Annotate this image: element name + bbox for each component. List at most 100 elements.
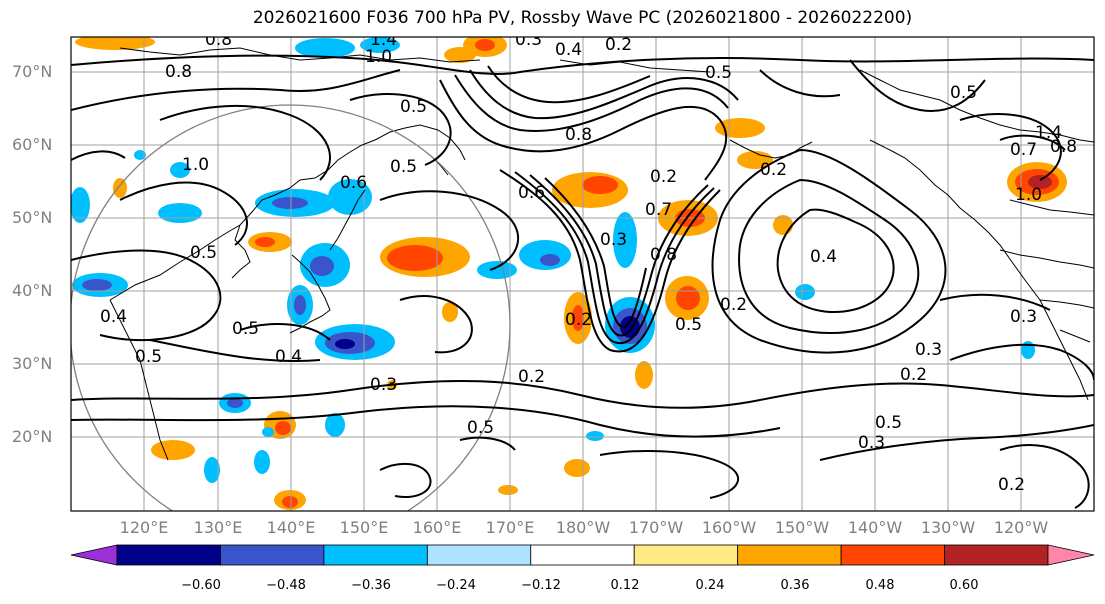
- lon-label-140w: 140°W: [847, 518, 903, 537]
- contour-label: 0.5: [390, 157, 417, 177]
- contour-label: 0.5: [950, 83, 977, 103]
- contour-label: 0.5: [675, 315, 702, 335]
- contour-label: 1.4: [370, 30, 397, 50]
- colorbar-segment: [840, 544, 945, 566]
- anomaly-pos: [113, 178, 127, 198]
- lon-label-170w: 170°W: [628, 518, 684, 537]
- contour-label: 0.5: [705, 63, 732, 83]
- contour-label: 0.2: [565, 310, 592, 330]
- map-frame: [70, 36, 1095, 512]
- contour-label: 1.4: [1035, 123, 1062, 143]
- contour-label: 0.4: [810, 247, 837, 267]
- colorbar-segment: [323, 544, 428, 566]
- anomaly-pos: [498, 485, 518, 495]
- contour-label: 0.2: [518, 367, 545, 387]
- colorbar-tick-label: −0.12: [521, 578, 561, 593]
- lon-label-130w: 130°W: [920, 518, 976, 537]
- contour-label: 0.5: [232, 319, 259, 339]
- lon-label-130e: 130°E: [193, 518, 243, 537]
- map-title: 2026021600 F036 700 hPa PV, Rossby Wave …: [252, 8, 913, 28]
- colorbar-segment: [220, 544, 325, 566]
- lat-label-70n: 70°N: [12, 62, 53, 81]
- contour-label: 0.8: [205, 30, 232, 50]
- contour-label: 0.2: [760, 160, 787, 180]
- colorbar-arrow-low: [70, 544, 118, 566]
- anomaly-neg: [1021, 341, 1035, 359]
- contour-label: 0.8: [650, 245, 677, 265]
- lat-label-30n: 30°N: [12, 354, 53, 373]
- anomaly-neg: [328, 179, 372, 215]
- lat-label-20n: 20°N: [12, 427, 53, 446]
- lon-label-160e: 160°E: [412, 518, 462, 537]
- colorbar-segment: [944, 544, 1049, 566]
- anomaly-neg: [477, 261, 517, 279]
- colorbar-arrow-high: [1047, 544, 1095, 566]
- contour-label: 0.3: [858, 433, 885, 453]
- contour-label: 0.6: [340, 173, 367, 193]
- lat-label-40n: 40°N: [12, 281, 53, 300]
- contour-label: 0.3: [600, 230, 627, 250]
- lon-label-160w: 160°W: [701, 518, 757, 537]
- contour-label: 0.3: [915, 340, 942, 360]
- colorbar-tick-label: 0.12: [610, 578, 640, 593]
- contour-label: 0.2: [650, 167, 677, 187]
- lat-label-60n: 60°N: [12, 135, 53, 154]
- contour-label: 0.4: [100, 307, 127, 327]
- contour-label: 0.8: [565, 125, 592, 145]
- contour-label: 0.2: [900, 365, 927, 385]
- anomaly-neg: [134, 150, 146, 160]
- contour-label: 1.0: [182, 155, 209, 175]
- contour-label: 0.7: [1010, 140, 1037, 160]
- colorbar-tick-label: −0.36: [351, 578, 391, 593]
- colorbar-tick-label: 0.24: [695, 578, 725, 593]
- contour-label: 0.5: [135, 347, 162, 367]
- contour-label: 0.4: [275, 347, 302, 367]
- contour-label: 0.3: [370, 375, 397, 395]
- colorbar-tick-label: −0.48: [266, 578, 306, 593]
- anomaly-pos: [444, 47, 476, 63]
- colorbar-segment: [116, 544, 221, 566]
- contour-label: 0.7: [645, 200, 672, 220]
- colorbar-segment: [633, 544, 739, 566]
- anomaly-neg: [795, 284, 815, 300]
- contour-label: 0.4: [555, 40, 582, 60]
- colorbar-tick-label: −0.60: [181, 578, 221, 593]
- anomaly-neg: [158, 203, 202, 223]
- contour-label: 1.0: [365, 47, 392, 67]
- positive-pv-anomalies: [75, 37, 1067, 510]
- lon-label-120e: 120°E: [119, 518, 169, 537]
- anomaly-pos: [635, 361, 653, 389]
- contour-label: 0.5: [875, 413, 902, 433]
- contour-label: 0.6: [518, 183, 545, 203]
- anomaly-neg: [360, 37, 400, 53]
- anomaly-neg: [254, 450, 270, 474]
- anomaly-pos: [75, 37, 155, 50]
- anomaly-neg: [295, 38, 355, 58]
- contour-label: 0.5: [467, 418, 494, 438]
- contour-label: 0.2: [605, 35, 632, 55]
- anomaly-pos: [151, 440, 195, 460]
- anomaly-neg: [71, 187, 90, 223]
- anomaly-pos: [442, 302, 458, 322]
- lon-label-170e: 170°E: [485, 518, 535, 537]
- colorbar-segment: [426, 544, 532, 566]
- lon-label-150e: 150°E: [339, 518, 389, 537]
- anomaly-neg: [325, 413, 345, 437]
- lon-label-120w: 120°W: [993, 518, 1049, 537]
- anomaly-pos: [715, 118, 765, 138]
- contour-label: 0.5: [190, 243, 217, 263]
- contour-label: 0.8: [1050, 137, 1077, 157]
- contour-label: 0.5: [400, 97, 427, 117]
- contour-label: 0.2: [998, 475, 1025, 495]
- lon-label-150w: 150°W: [774, 518, 830, 537]
- lat-label-50n: 50°N: [12, 208, 53, 227]
- colorbar-tick-label: 0.36: [780, 578, 810, 593]
- contour-label: 0.8: [165, 62, 192, 82]
- contour-label: 0.2: [720, 295, 747, 315]
- colorbar-tick-label: 0.48: [865, 578, 895, 593]
- anomaly-neg: [262, 427, 274, 437]
- colorbar-segment: [530, 544, 635, 566]
- colorbar-tick-label: −0.24: [436, 578, 476, 593]
- anomaly-neg: [613, 212, 637, 268]
